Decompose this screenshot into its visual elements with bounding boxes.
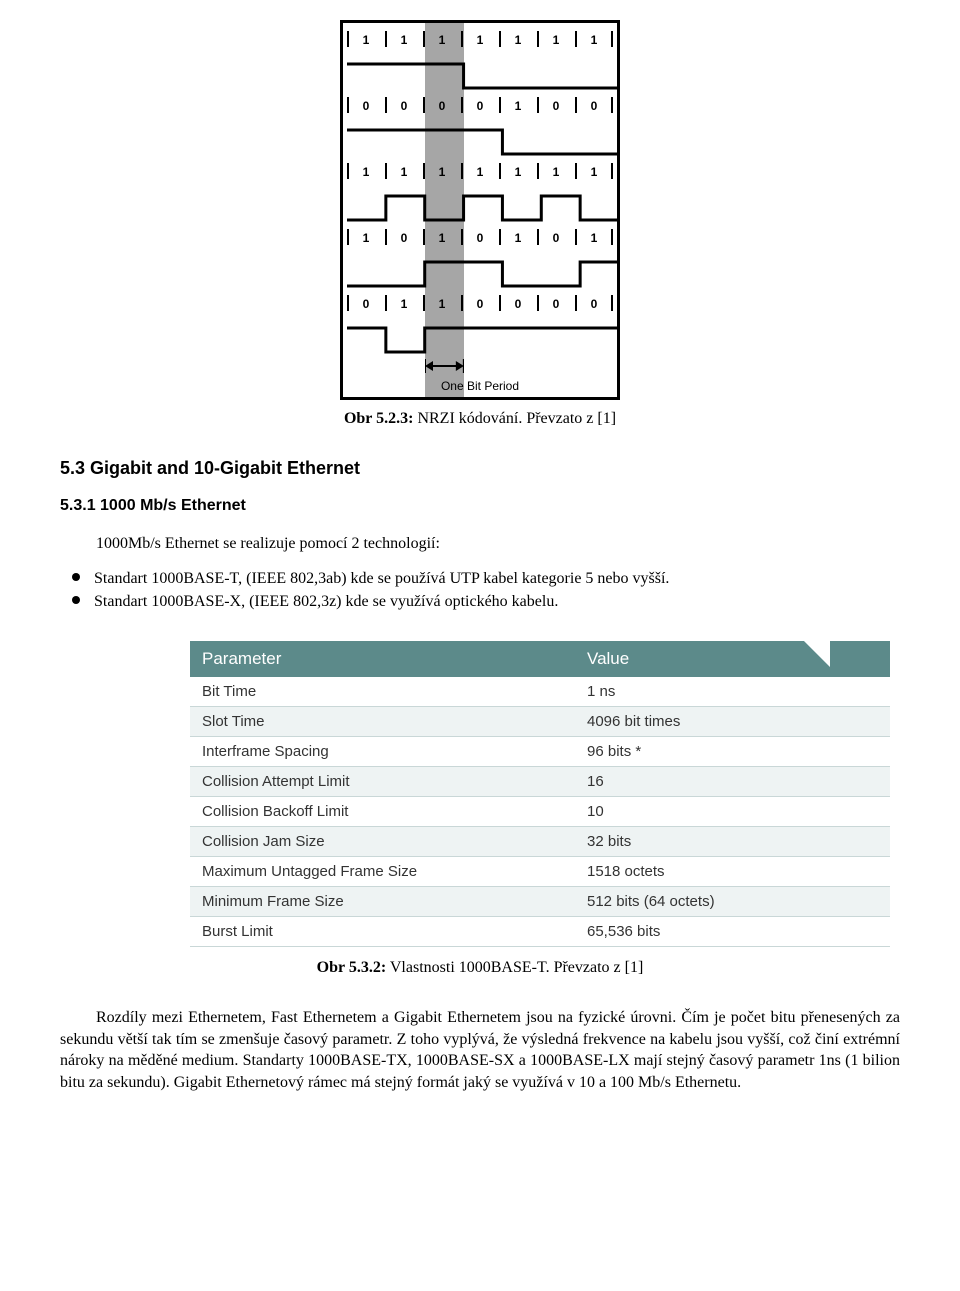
table-cell: 16: [575, 766, 890, 796]
table-row: Bit Time1 ns: [190, 677, 890, 707]
bit-label: 1: [347, 165, 385, 179]
table-cell: 512 bits (64 octets): [575, 886, 890, 916]
bit-label: 1: [385, 33, 423, 47]
bit-label: 1: [461, 33, 499, 47]
bit-label: 1: [347, 231, 385, 245]
encoding-row: 1111111: [347, 33, 613, 95]
bit-label: 0: [347, 99, 385, 113]
table-cell: 4096 bit times: [575, 706, 890, 736]
encoding-row: 0110000: [347, 297, 613, 359]
caption-1-rest: NRZI kódování. Převzato z [1]: [413, 410, 616, 427]
table-row: Minimum Frame Size512 bits (64 octets): [190, 886, 890, 916]
table-cell: Burst Limit: [190, 916, 575, 946]
table-header-cell: Value: [575, 641, 890, 677]
bit-label: 1: [575, 33, 613, 47]
caption-2-bold: Obr 5.3.2:: [317, 959, 386, 976]
table-cell: Collision Jam Size: [190, 826, 575, 856]
table-cell: 1 ns: [575, 677, 890, 707]
bit-label: 0: [537, 297, 575, 311]
table-cell: Maximum Untagged Frame Size: [190, 856, 575, 886]
table-cell: Collision Attempt Limit: [190, 766, 575, 796]
bit-label: 1: [575, 165, 613, 179]
bit-label: 0: [537, 99, 575, 113]
bit-label: 1: [575, 231, 613, 245]
bit-label: 1: [499, 231, 537, 245]
bit-label: 0: [385, 231, 423, 245]
bit-label: 1: [347, 33, 385, 47]
bit-label: 0: [461, 231, 499, 245]
table-corner-notch: [804, 641, 830, 667]
table-cell: Bit Time: [190, 677, 575, 707]
bit-label: 0: [575, 297, 613, 311]
bit-label: 0: [499, 297, 537, 311]
bit-label: 1: [537, 33, 575, 47]
table-cell: 96 bits *: [575, 736, 890, 766]
table-cell: Collision Backoff Limit: [190, 796, 575, 826]
table-row: Interframe Spacing96 bits *: [190, 736, 890, 766]
table-row: Collision Jam Size32 bits: [190, 826, 890, 856]
table-row: Slot Time4096 bit times: [190, 706, 890, 736]
bit-label: 0: [461, 99, 499, 113]
table-cell: 1518 octets: [575, 856, 890, 886]
highlight-band: [425, 23, 464, 397]
table-row: Collision Backoff Limit10: [190, 796, 890, 826]
bit-label: 0: [461, 297, 499, 311]
table-row: Collision Attempt Limit16: [190, 766, 890, 796]
bit-label: 1: [385, 297, 423, 311]
table-cell: 10: [575, 796, 890, 826]
parameter-table: ParameterValue Bit Time1 nsSlot Time4096…: [190, 641, 890, 947]
table-cell: Interframe Spacing: [190, 736, 575, 766]
bullet-item: Standart 1000BASE-X, (IEEE 802,3z) kde s…: [72, 590, 900, 613]
bullet-item: Standart 1000BASE-T, (IEEE 802,3ab) kde …: [72, 567, 900, 590]
table-cell: 32 bits: [575, 826, 890, 856]
bit-label: 1: [461, 165, 499, 179]
bit-label: 1: [499, 99, 537, 113]
table-cell: 65,536 bits: [575, 916, 890, 946]
parameter-table-wrap: ParameterValue Bit Time1 nsSlot Time4096…: [130, 641, 830, 947]
caption-1-bold: Obr 5.2.3:: [344, 410, 413, 427]
bit-label: 0: [537, 231, 575, 245]
bit-label: 0: [385, 99, 423, 113]
figure-caption-2: Obr 5.3.2: Vlastnosti 1000BASE-T. Převza…: [60, 959, 900, 977]
table-cell: Minimum Frame Size: [190, 886, 575, 916]
intro-paragraph: 1000Mb/s Ethernet se realizuje pomocí 2 …: [60, 533, 900, 555]
section-heading: 5.3 Gigabit and 10-Gigabit Ethernet: [60, 458, 900, 479]
bit-label: 1: [537, 165, 575, 179]
bit-label: 0: [347, 297, 385, 311]
table-row: Maximum Untagged Frame Size1518 octets: [190, 856, 890, 886]
encoding-row: 1111111: [347, 165, 613, 227]
figure-caption-1: Obr 5.2.3: NRZI kódování. Převzato z [1]: [60, 410, 900, 428]
bit-label: 1: [499, 33, 537, 47]
caption-2-rest: Vlastnosti 1000BASE-T. Převzato z [1]: [386, 959, 643, 976]
bit-label: 1: [385, 165, 423, 179]
encoding-row: 1010101: [347, 231, 613, 293]
tech-bullet-list: Standart 1000BASE-T, (IEEE 802,3ab) kde …: [72, 567, 900, 613]
table-cell: Slot Time: [190, 706, 575, 736]
bit-period-label: One Bit Period: [347, 379, 613, 393]
table-header-cell: Parameter: [190, 641, 575, 677]
nrzi-encoding-diagram: 11111110000100111111110101010110000 One …: [340, 20, 620, 400]
bit-label: 0: [575, 99, 613, 113]
table-row: Burst Limit65,536 bits: [190, 916, 890, 946]
final-paragraph: Rozdíly mezi Ethernetem, Fast Ethernetem…: [60, 1007, 900, 1093]
bit-label: 1: [499, 165, 537, 179]
encoding-row: 0000100: [347, 99, 613, 161]
subsection-heading: 5.3.1 1000 Mb/s Ethernet: [60, 497, 900, 515]
